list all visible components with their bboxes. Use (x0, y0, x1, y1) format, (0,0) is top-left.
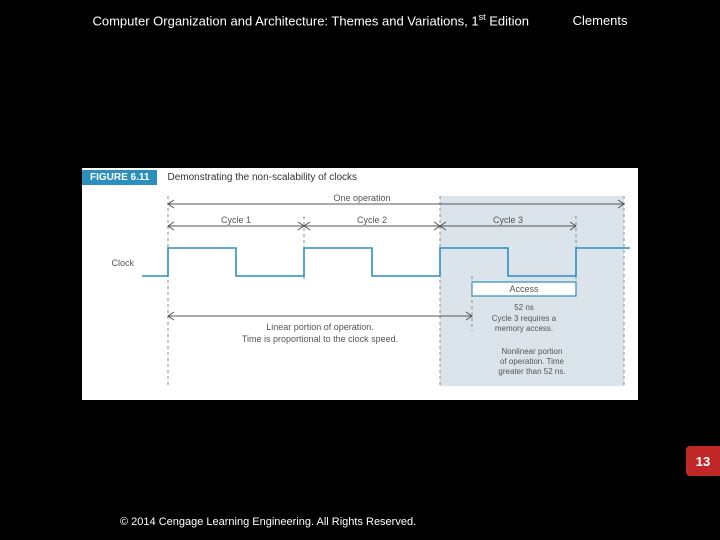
nl-box-1: Nonlinear portion (502, 347, 563, 356)
figure-container: FIGURE 6.11 Demonstrating the non-scalab… (82, 168, 638, 400)
figure-label-bar: FIGURE 6.11 Demonstrating the non-scalab… (82, 168, 357, 186)
timing-diagram: One operation Cycle 1 Cycle 2 Cycle 3 Cl… (82, 186, 638, 400)
copyright-footer: © 2014 Cengage Learning Engineering. All… (120, 516, 416, 528)
time-ns-label: 52 ns (514, 303, 534, 312)
clock-label: Clock (111, 258, 134, 268)
linear-label-1: Linear portion of operation. (266, 322, 374, 332)
linear-label-2: Time is proportional to the clock speed. (242, 334, 398, 344)
nonlinear-1: Cycle 3 requires a (492, 314, 557, 323)
book-title-suffix: Edition (486, 13, 529, 28)
nl-box-2: of operation. Time (500, 357, 565, 366)
book-title-prefix: Computer Organization and Architecture: … (92, 13, 478, 28)
page-number-badge: 13 (686, 446, 720, 476)
cycle1-label: Cycle 1 (221, 215, 251, 225)
slide-header: Computer Organization and Architecture: … (0, 12, 720, 28)
cycle2-label: Cycle 2 (357, 215, 387, 225)
diagram-svg: One operation Cycle 1 Cycle 2 Cycle 3 Cl… (82, 186, 638, 400)
book-title-sup: st (479, 12, 486, 22)
nl-box-3: greater than 52 ns. (498, 367, 565, 376)
one-operation-label: One operation (333, 193, 390, 203)
access-label: Access (509, 284, 539, 294)
nonlinear-2: memory access. (495, 324, 553, 333)
figure-number-badge: FIGURE 6.11 (82, 170, 157, 185)
linear-span (168, 312, 472, 320)
figure-caption: Demonstrating the non-scalability of clo… (167, 172, 357, 183)
cycle3-label: Cycle 3 (493, 215, 523, 225)
author-name: Clements (573, 13, 628, 28)
